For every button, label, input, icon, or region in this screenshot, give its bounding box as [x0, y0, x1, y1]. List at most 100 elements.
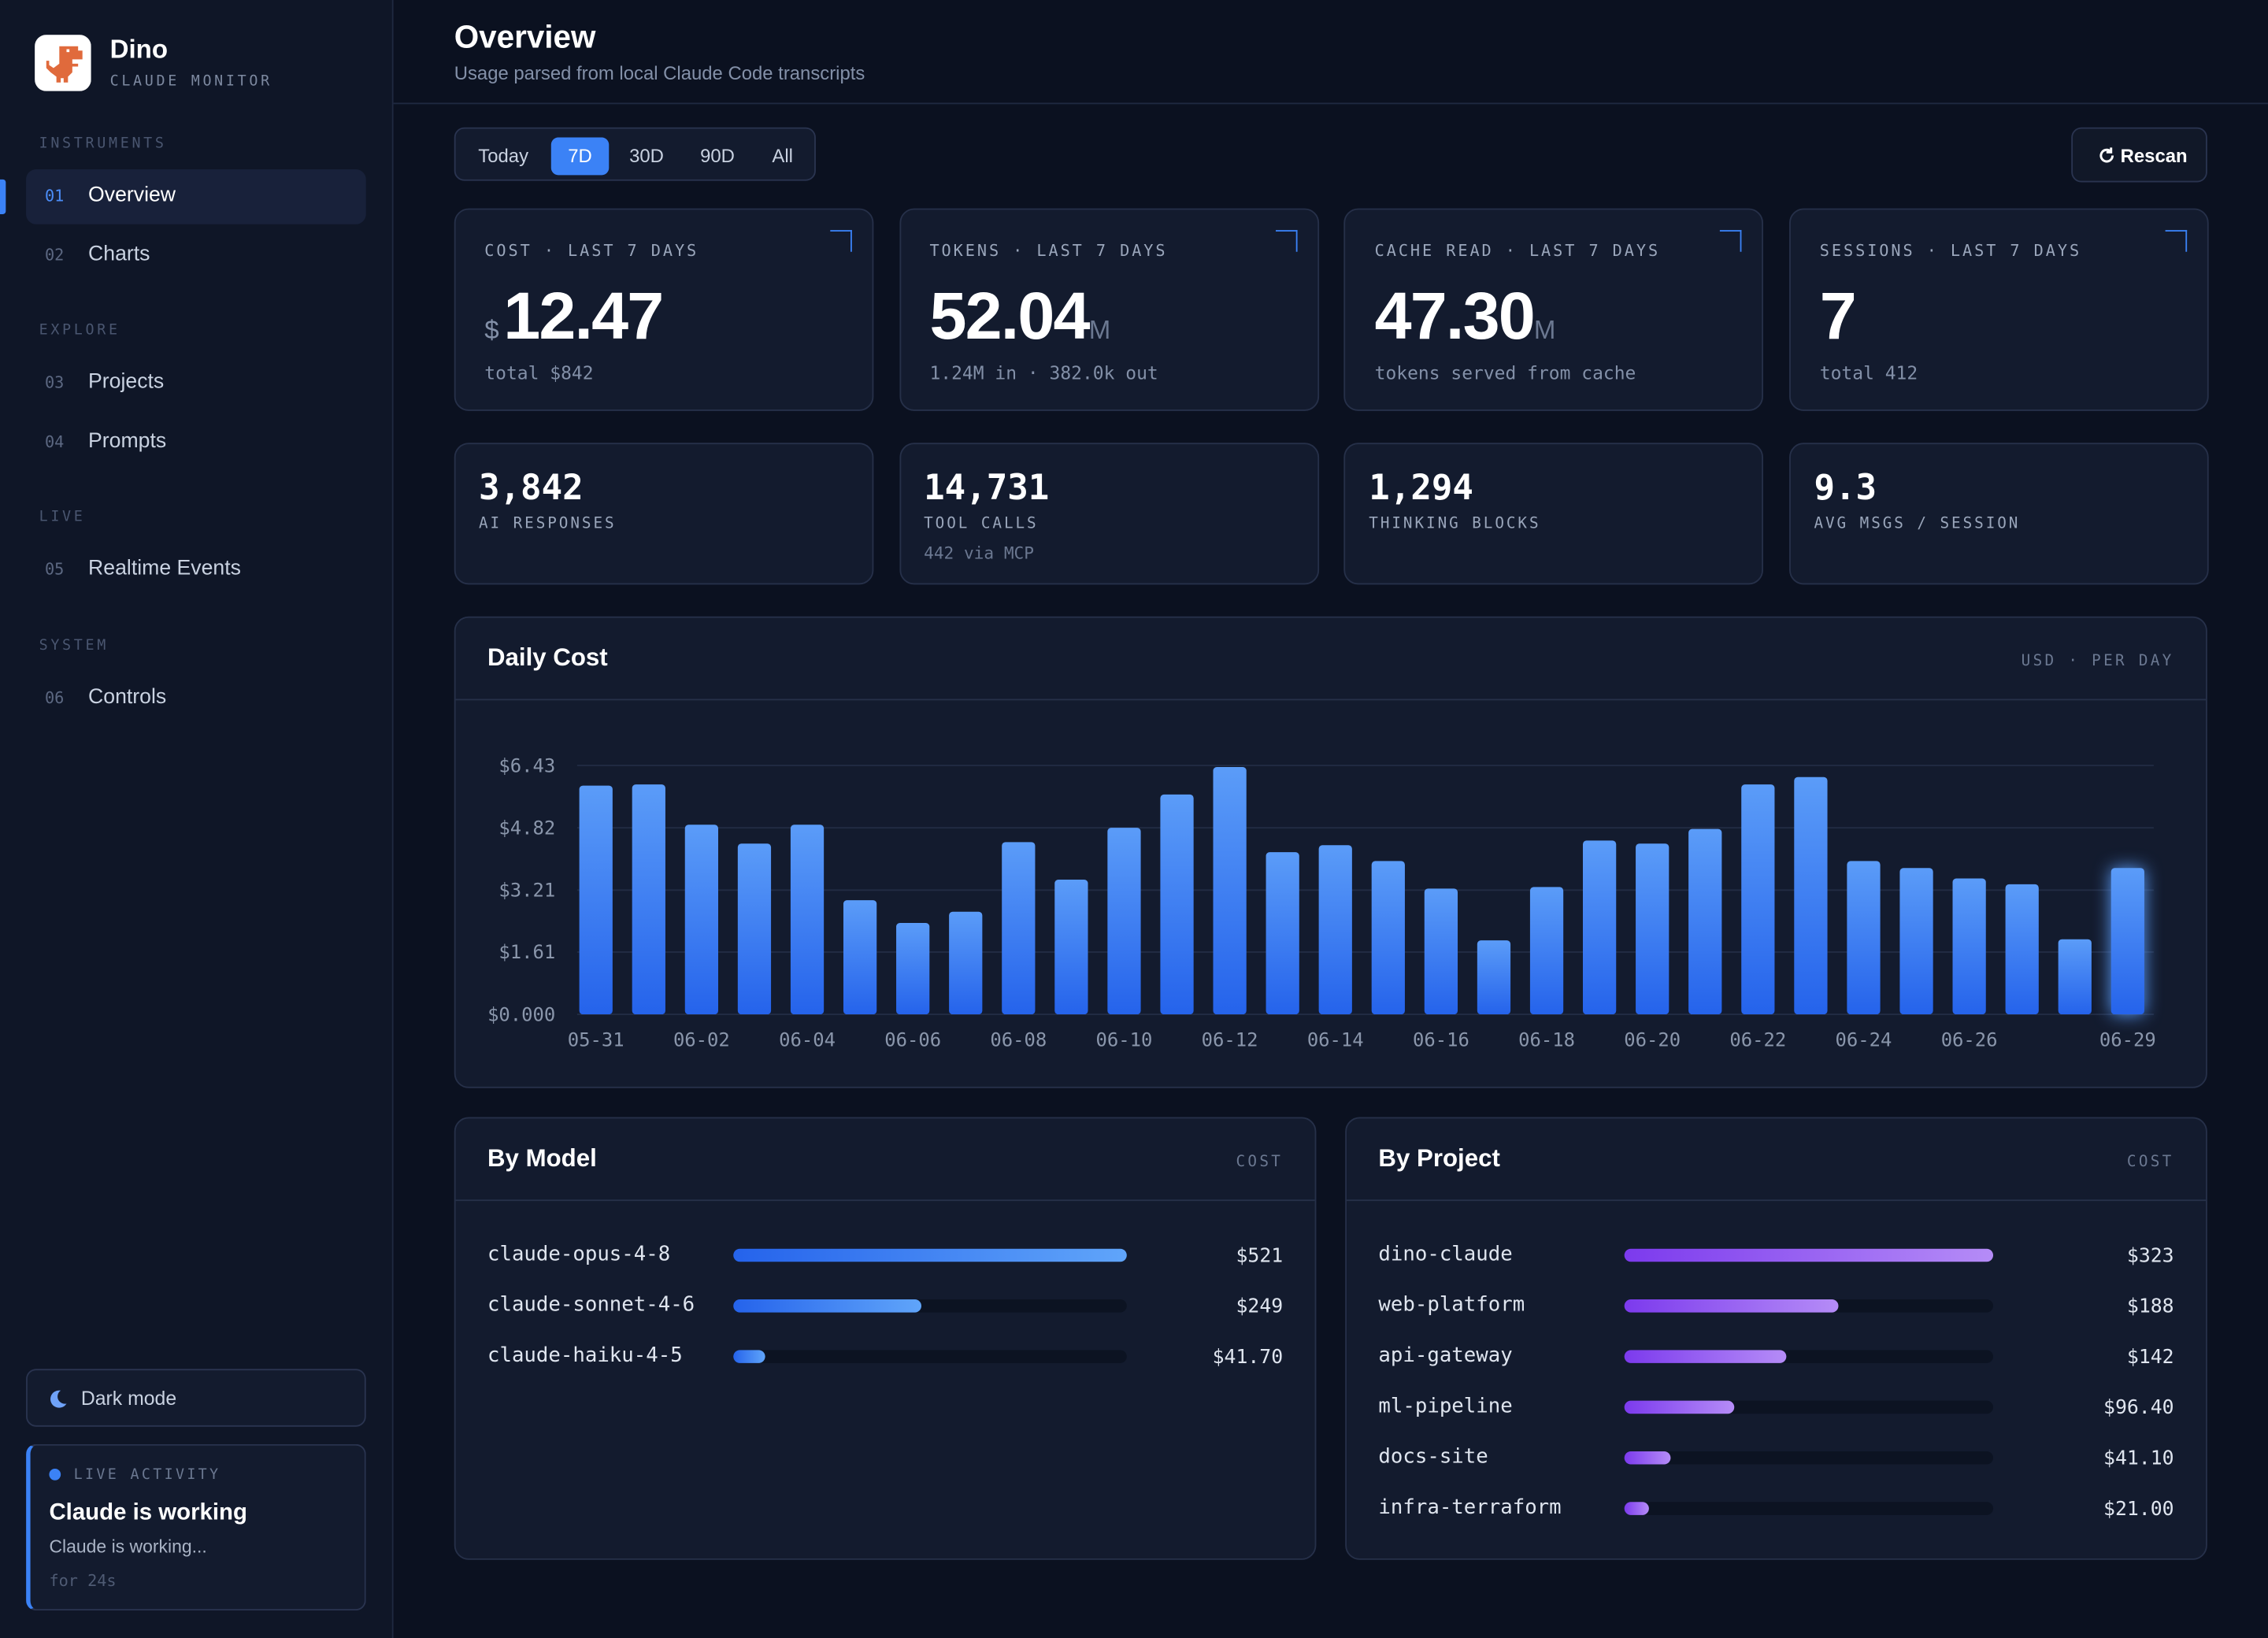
value-label: $41.10 [2103, 1447, 2174, 1470]
bar [1899, 868, 1933, 1015]
card-unit: COST [2126, 1153, 2174, 1171]
kpi-sub: tokens served from cache [1374, 361, 1636, 384]
kpi-card: SESSIONS · LAST 7 DAYS 7 total 412 [1789, 208, 2209, 411]
bar [790, 825, 825, 1015]
nav-label: Controls [88, 685, 167, 710]
stat-label: TOOL CALLS [924, 515, 1039, 533]
bar-track [733, 1350, 1127, 1363]
bar [1582, 840, 1617, 1015]
row-label: claude-haiku-4-5 [487, 1344, 683, 1368]
nav-item[interactable]: 05 Realtime Events [26, 543, 366, 598]
logo [35, 35, 91, 91]
card-divider [455, 1199, 1315, 1202]
bar [1688, 828, 1722, 1015]
bar [1477, 940, 1511, 1015]
bar [2110, 868, 2144, 1015]
nav-label: Projects [88, 370, 165, 394]
y-tick-label: $1.61 [498, 941, 555, 963]
kpi-unit: M [1088, 315, 1111, 345]
page-subtitle: Usage parsed from local Claude Code tran… [454, 62, 865, 84]
moon-icon [50, 1390, 67, 1408]
nav-number: 02 [44, 246, 65, 265]
bar [1847, 861, 1881, 1015]
kpi-value-line: 52.04M [929, 276, 1110, 354]
nav-item[interactable]: 04 Prompts [26, 415, 366, 470]
row-label: dino-claude [1378, 1243, 1513, 1266]
bar [843, 900, 877, 1015]
range-option[interactable]: All [772, 144, 793, 167]
corner-mark [1275, 230, 1297, 252]
nav-item[interactable]: 01 Overview [26, 169, 366, 224]
kpi-value: 47.30 [1374, 277, 1536, 354]
bar-track [733, 1248, 1127, 1262]
x-tick-label: 06-24 [1836, 1028, 1892, 1051]
nav-number: 03 [44, 373, 65, 392]
nav-item[interactable]: 06 Controls [26, 672, 366, 727]
bar [1624, 1451, 1672, 1465]
bar [1636, 843, 1670, 1015]
kpi-card: TOKENS · LAST 7 DAYS 52.04M 1.24M in · 382… [899, 208, 1319, 411]
corner-mark [1720, 230, 1743, 252]
value-label: $323 [2126, 1244, 2174, 1268]
bar [949, 911, 983, 1015]
bar-track [1624, 1299, 1994, 1313]
x-tick-label: 06-16 [1413, 1028, 1469, 1051]
bar [1624, 1350, 1787, 1363]
bar [1624, 1400, 1735, 1414]
rescan-button[interactable]: Rescan [2071, 127, 2207, 183]
value-label: $142 [2126, 1345, 2174, 1369]
live-activity: LIVE ACTIVITY Claude is working Claude i… [26, 1443, 366, 1611]
range-option[interactable]: 90D [700, 144, 735, 167]
range-option[interactable]: 30D [629, 144, 664, 167]
kpi-label: SESSIONS · LAST 7 DAYS [1819, 241, 2082, 261]
card-title: By Model [487, 1144, 597, 1173]
kpi-prefix: $ [484, 315, 499, 345]
live-time: for 24s [49, 1571, 117, 1591]
sidebar: Dino CLAUDE MONITOR INSTRUMENTS 01 Overvie… [0, 0, 394, 1638]
bar [684, 825, 719, 1015]
live-title: Claude is working [49, 1500, 247, 1525]
bar-track [1624, 1350, 1994, 1363]
bar [2058, 939, 2092, 1015]
bar [733, 1299, 921, 1313]
row-label: ml-pipeline [1378, 1395, 1513, 1418]
stat-value: 14,731 [924, 467, 1050, 508]
x-tick-label: 05-31 [568, 1028, 624, 1051]
breakdown-card: By Project COST dino-claude $323 web-platfor… [1345, 1117, 2207, 1560]
range-option[interactable]: 7D [550, 137, 610, 176]
x-tick-label: 06-06 [884, 1028, 941, 1051]
bar [1160, 794, 1194, 1015]
row-label: claude-opus-4-8 [487, 1243, 671, 1266]
kpi-label: TOKENS · LAST 7 DAYS [929, 241, 1168, 261]
nav-item[interactable]: 03 Projects [26, 356, 366, 411]
live-dot [49, 1469, 61, 1480]
y-tick-label: $6.43 [498, 754, 555, 776]
y-tick-label: $0.000 [487, 1003, 555, 1025]
x-tick-label: 06-12 [1202, 1028, 1258, 1051]
kpi-label: COST · LAST 7 DAYS [484, 241, 699, 261]
nav-number: 01 [44, 187, 65, 206]
row-label: infra-terraform [1378, 1495, 1562, 1520]
dark-mode-toggle[interactable]: Dark mode [26, 1369, 366, 1427]
live-label: LIVE ACTIVITY [73, 1467, 221, 1484]
card-divider [1347, 1199, 2207, 1202]
bar [1054, 880, 1088, 1015]
x-tick-label: 06-22 [1729, 1028, 1786, 1051]
nav-item[interactable]: 02 Charts [26, 228, 366, 284]
kpi-sub: total 412 [1819, 361, 1918, 384]
bar [1624, 1299, 1840, 1313]
x-tick-label: 06-14 [1307, 1028, 1364, 1051]
stat-card: 3,842 AI RESPONSES [454, 443, 874, 585]
value-label: $41.70 [1212, 1345, 1284, 1369]
range-option[interactable]: Today [478, 144, 529, 167]
corner-mark [830, 230, 852, 252]
bar [1424, 888, 1458, 1015]
bar-track [1624, 1400, 1994, 1414]
x-tick-label: 06-10 [1096, 1028, 1153, 1051]
header-divider [393, 102, 2268, 105]
corner-mark [2165, 230, 2188, 252]
kpi-unit: M [1533, 315, 1556, 345]
bar [632, 784, 665, 1015]
x-tick-label: 06-04 [779, 1028, 836, 1051]
kpi-value-line: $12.47 [484, 276, 664, 354]
